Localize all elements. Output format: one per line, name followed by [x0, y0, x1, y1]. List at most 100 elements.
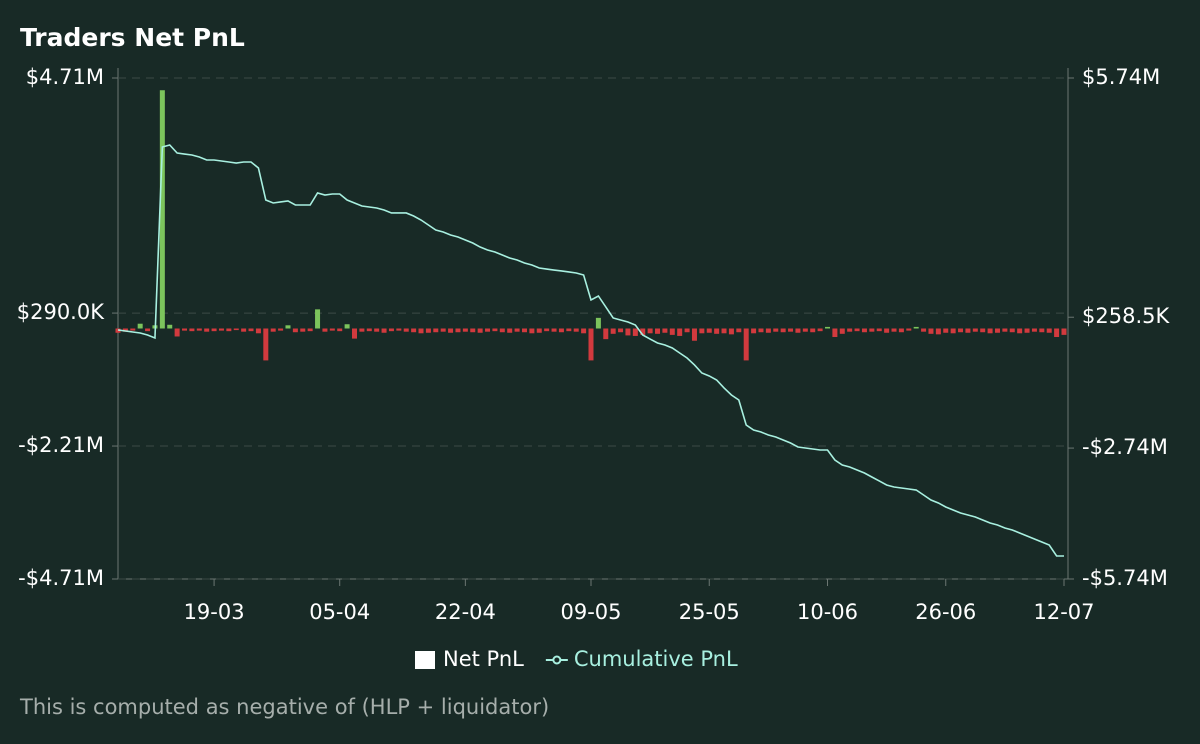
x-tick-label: 10-06	[797, 600, 858, 624]
bar	[847, 328, 853, 332]
bar	[182, 328, 188, 331]
bar	[647, 328, 653, 334]
bar	[884, 328, 890, 333]
bar	[374, 328, 380, 332]
bar	[130, 328, 136, 331]
bar	[728, 328, 734, 335]
bar	[159, 90, 165, 329]
bar	[603, 328, 609, 340]
bar	[1039, 328, 1045, 333]
bar	[994, 328, 1000, 333]
bar	[706, 328, 712, 333]
bar	[263, 328, 269, 361]
x-tick-label: 12-07	[1033, 600, 1094, 624]
bar	[403, 328, 409, 332]
bar	[588, 328, 594, 361]
line	[117, 144, 1064, 557]
bar	[677, 328, 683, 336]
bar	[795, 328, 801, 333]
bar	[765, 328, 771, 333]
bar	[736, 328, 742, 333]
legend-swatch	[415, 651, 435, 669]
y2-tick-label: -$5.74M	[1082, 566, 1168, 590]
bar	[780, 328, 786, 333]
y2-tick-label: $5.74M	[1082, 65, 1160, 89]
bar	[329, 328, 335, 331]
bar	[388, 328, 394, 332]
bar	[987, 328, 993, 334]
bar	[610, 328, 616, 334]
bar	[632, 328, 638, 336]
bar	[418, 328, 424, 334]
bar	[248, 328, 254, 332]
bar	[721, 328, 727, 334]
bar	[655, 328, 661, 334]
bar	[1046, 328, 1052, 333]
bar	[625, 328, 631, 336]
x-tick-label: 25-05	[679, 600, 740, 624]
bar	[322, 328, 328, 332]
bar	[950, 328, 956, 334]
bar	[691, 328, 697, 341]
bar	[255, 328, 261, 334]
legend-label: Cumulative PnL	[574, 647, 738, 671]
x-tick-label: 26-06	[915, 600, 976, 624]
bar	[492, 328, 498, 332]
bar	[699, 328, 705, 334]
bar	[544, 328, 550, 332]
bar	[411, 328, 417, 333]
bar	[876, 328, 882, 332]
bar	[470, 328, 476, 333]
bar	[913, 326, 919, 329]
bar	[233, 328, 239, 331]
bar	[558, 328, 564, 333]
bar	[366, 328, 372, 332]
bar	[743, 328, 749, 361]
bar	[861, 328, 867, 333]
bar	[122, 328, 128, 332]
bar	[773, 328, 779, 332]
bar	[566, 328, 572, 332]
bar	[292, 328, 298, 333]
bar	[315, 309, 321, 329]
bar	[359, 328, 365, 332]
bar	[278, 328, 284, 331]
bar	[174, 328, 180, 337]
y-tick-label: -$2.21M	[18, 433, 104, 457]
y2-tick-label: -$2.74M	[1082, 435, 1168, 459]
bar	[928, 328, 934, 334]
bar	[891, 328, 897, 332]
bar	[958, 328, 964, 333]
bar	[972, 328, 978, 332]
bar	[218, 328, 224, 331]
x-tick-label: 22-04	[435, 600, 496, 624]
bar	[344, 324, 350, 329]
x-tick-label: 05-04	[309, 600, 370, 624]
bar	[167, 324, 173, 329]
bar	[935, 328, 941, 335]
x-tick-label: 19-03	[184, 600, 245, 624]
bar	[270, 328, 276, 332]
bar	[352, 328, 357, 339]
bar	[898, 328, 904, 333]
bar	[832, 328, 838, 338]
bar	[455, 328, 461, 333]
bar	[817, 328, 823, 332]
bar	[669, 328, 675, 335]
bar	[788, 328, 794, 332]
footnote: This is computed as negative of (HLP + l…	[19, 695, 549, 719]
bar	[802, 328, 808, 332]
bar	[485, 328, 491, 332]
bar	[425, 328, 431, 333]
bar	[662, 328, 668, 333]
bar	[1031, 328, 1037, 332]
bar	[241, 328, 247, 332]
bar	[536, 328, 542, 333]
bar	[189, 328, 195, 332]
bar	[433, 328, 439, 333]
bar	[980, 328, 986, 333]
bar	[196, 328, 202, 331]
bar	[499, 328, 505, 333]
